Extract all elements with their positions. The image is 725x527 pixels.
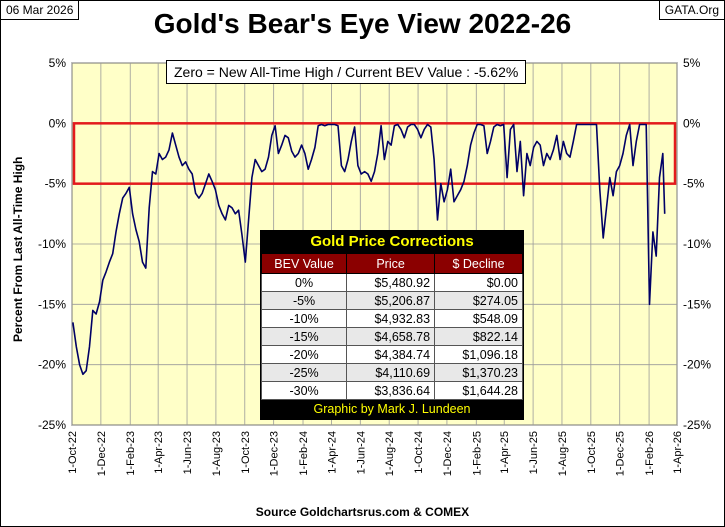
highlight-band <box>72 122 677 185</box>
y-tick-right: -5% <box>683 177 705 191</box>
decline-cell: $1,644.28 <box>434 381 523 400</box>
x-tick-label: 1-Feb-25 <box>471 431 483 476</box>
chart-subtitle: Zero = New All-Time High / Current BEV V… <box>166 60 527 84</box>
bev-cell: -10% <box>260 309 348 328</box>
header-price: Price <box>346 253 436 274</box>
x-tick-label: 1-Oct-25 <box>586 431 598 474</box>
x-tick-label: 1-Aug-23 <box>211 431 223 476</box>
date-label: 06 Mar 2026 <box>0 0 80 20</box>
y-tick-right: -20% <box>683 358 711 372</box>
x-tick-label: 1-Jun-25 <box>528 431 540 474</box>
bev-cell: -20% <box>260 345 348 364</box>
x-tick-label: 1-Feb-23 <box>125 431 137 476</box>
chart-title: Gold's Bear's Eye View 2022-26 <box>153 8 572 39</box>
x-tick-label: 1-Oct-24 <box>413 431 425 474</box>
y-tick-left: -15% <box>38 297 66 311</box>
price-cell: $4,932.83 <box>346 309 436 328</box>
bev-cell: -5% <box>260 291 348 310</box>
table-row: -10% $4,932.83 $548.09 <box>260 309 523 328</box>
y-tick-left: -5% <box>45 177 67 191</box>
y-tick-left: -10% <box>38 237 66 251</box>
price-corrections-table: Gold Price Corrections BEV Value Price $… <box>260 230 524 420</box>
x-tick-label: 1-Dec-25 <box>615 431 627 476</box>
decline-cell: $0.00 <box>434 273 523 292</box>
table-row: -25% $4,110.69 $1,370.23 <box>260 363 523 382</box>
site-label: GATA.Org <box>658 0 725 20</box>
table-row: 0% $5,480.92 $0.00 <box>260 273 523 292</box>
price-cell: $3,836.64 <box>346 381 436 400</box>
bev-cell: -30% <box>260 381 348 400</box>
y-tick-left: 0% <box>49 116 67 130</box>
x-tick-label: 1-Dec-23 <box>269 431 281 476</box>
x-tick-label: 1-Jun-24 <box>355 431 367 474</box>
x-tick-label: 1-Feb-24 <box>298 431 310 476</box>
decline-cell: $274.05 <box>434 291 523 310</box>
y-tick-right: -15% <box>683 297 711 311</box>
x-tick-label: 1-Aug-25 <box>557 431 569 476</box>
table-row: -15% $4,658.78 $822.14 <box>260 327 523 346</box>
price-cell: $4,110.69 <box>346 363 436 382</box>
price-cell: $4,384.74 <box>346 345 436 364</box>
graphic-credit: Graphic by Mark J. Lundeen <box>313 402 471 416</box>
x-tick-label: 1-Oct-22 <box>67 431 79 474</box>
y-tick-right: -25% <box>683 418 711 432</box>
decline-cell: $822.14 <box>434 327 523 346</box>
bev-cell: -15% <box>260 327 348 346</box>
x-tick-label: 1-Jun-23 <box>182 431 194 474</box>
decline-cell: $1,370.23 <box>434 363 523 382</box>
x-tick-label: 1-Apr-26 <box>672 431 684 474</box>
corrections-title: Gold Price Corrections <box>310 233 474 250</box>
y-tick-left: -20% <box>38 358 66 372</box>
x-tick-label: 1-Dec-22 <box>96 431 108 476</box>
y-tick-left: -25% <box>38 418 66 432</box>
table-row: -5% $5,206.87 $274.05 <box>260 291 523 310</box>
x-tick-label: 1-Apr-23 <box>153 431 165 474</box>
x-tick-label: 1-Apr-24 <box>326 431 338 474</box>
y-tick-right: -10% <box>683 237 711 251</box>
source-note: Source Goldchartsrus.com & COMEX <box>255 505 470 519</box>
header-decline: $ Decline <box>434 253 523 274</box>
bev-cell: 0% <box>260 273 348 292</box>
table-row: -20% $4,384.74 $1,096.18 <box>260 345 523 364</box>
x-tick-label: 1-Oct-23 <box>240 431 252 474</box>
table-row: -30% $3,836.64 $1,644.28 <box>260 381 523 400</box>
y-tick-left: 5% <box>49 56 67 70</box>
bev-series-line <box>72 123 666 376</box>
bev-cell: -25% <box>260 363 348 382</box>
header-bev-value: BEV Value <box>260 253 348 274</box>
x-tick-label: 1-Feb-26 <box>644 431 656 476</box>
y-tick-right: 5% <box>683 56 701 70</box>
x-tick-label: 1-Aug-24 <box>384 431 396 476</box>
price-cell: $4,658.78 <box>346 327 436 346</box>
y-axis-label: Percent From Last All-Time High <box>11 156 25 342</box>
x-tick-label: 1-Apr-25 <box>499 431 511 474</box>
price-cell: $5,480.92 <box>346 273 436 292</box>
x-tick-label: 1-Dec-24 <box>442 431 454 476</box>
y-tick-right: 0% <box>683 116 701 130</box>
decline-cell: $1,096.18 <box>434 345 523 364</box>
decline-cell: $548.09 <box>434 309 523 328</box>
price-cell: $5,206.87 <box>346 291 436 310</box>
